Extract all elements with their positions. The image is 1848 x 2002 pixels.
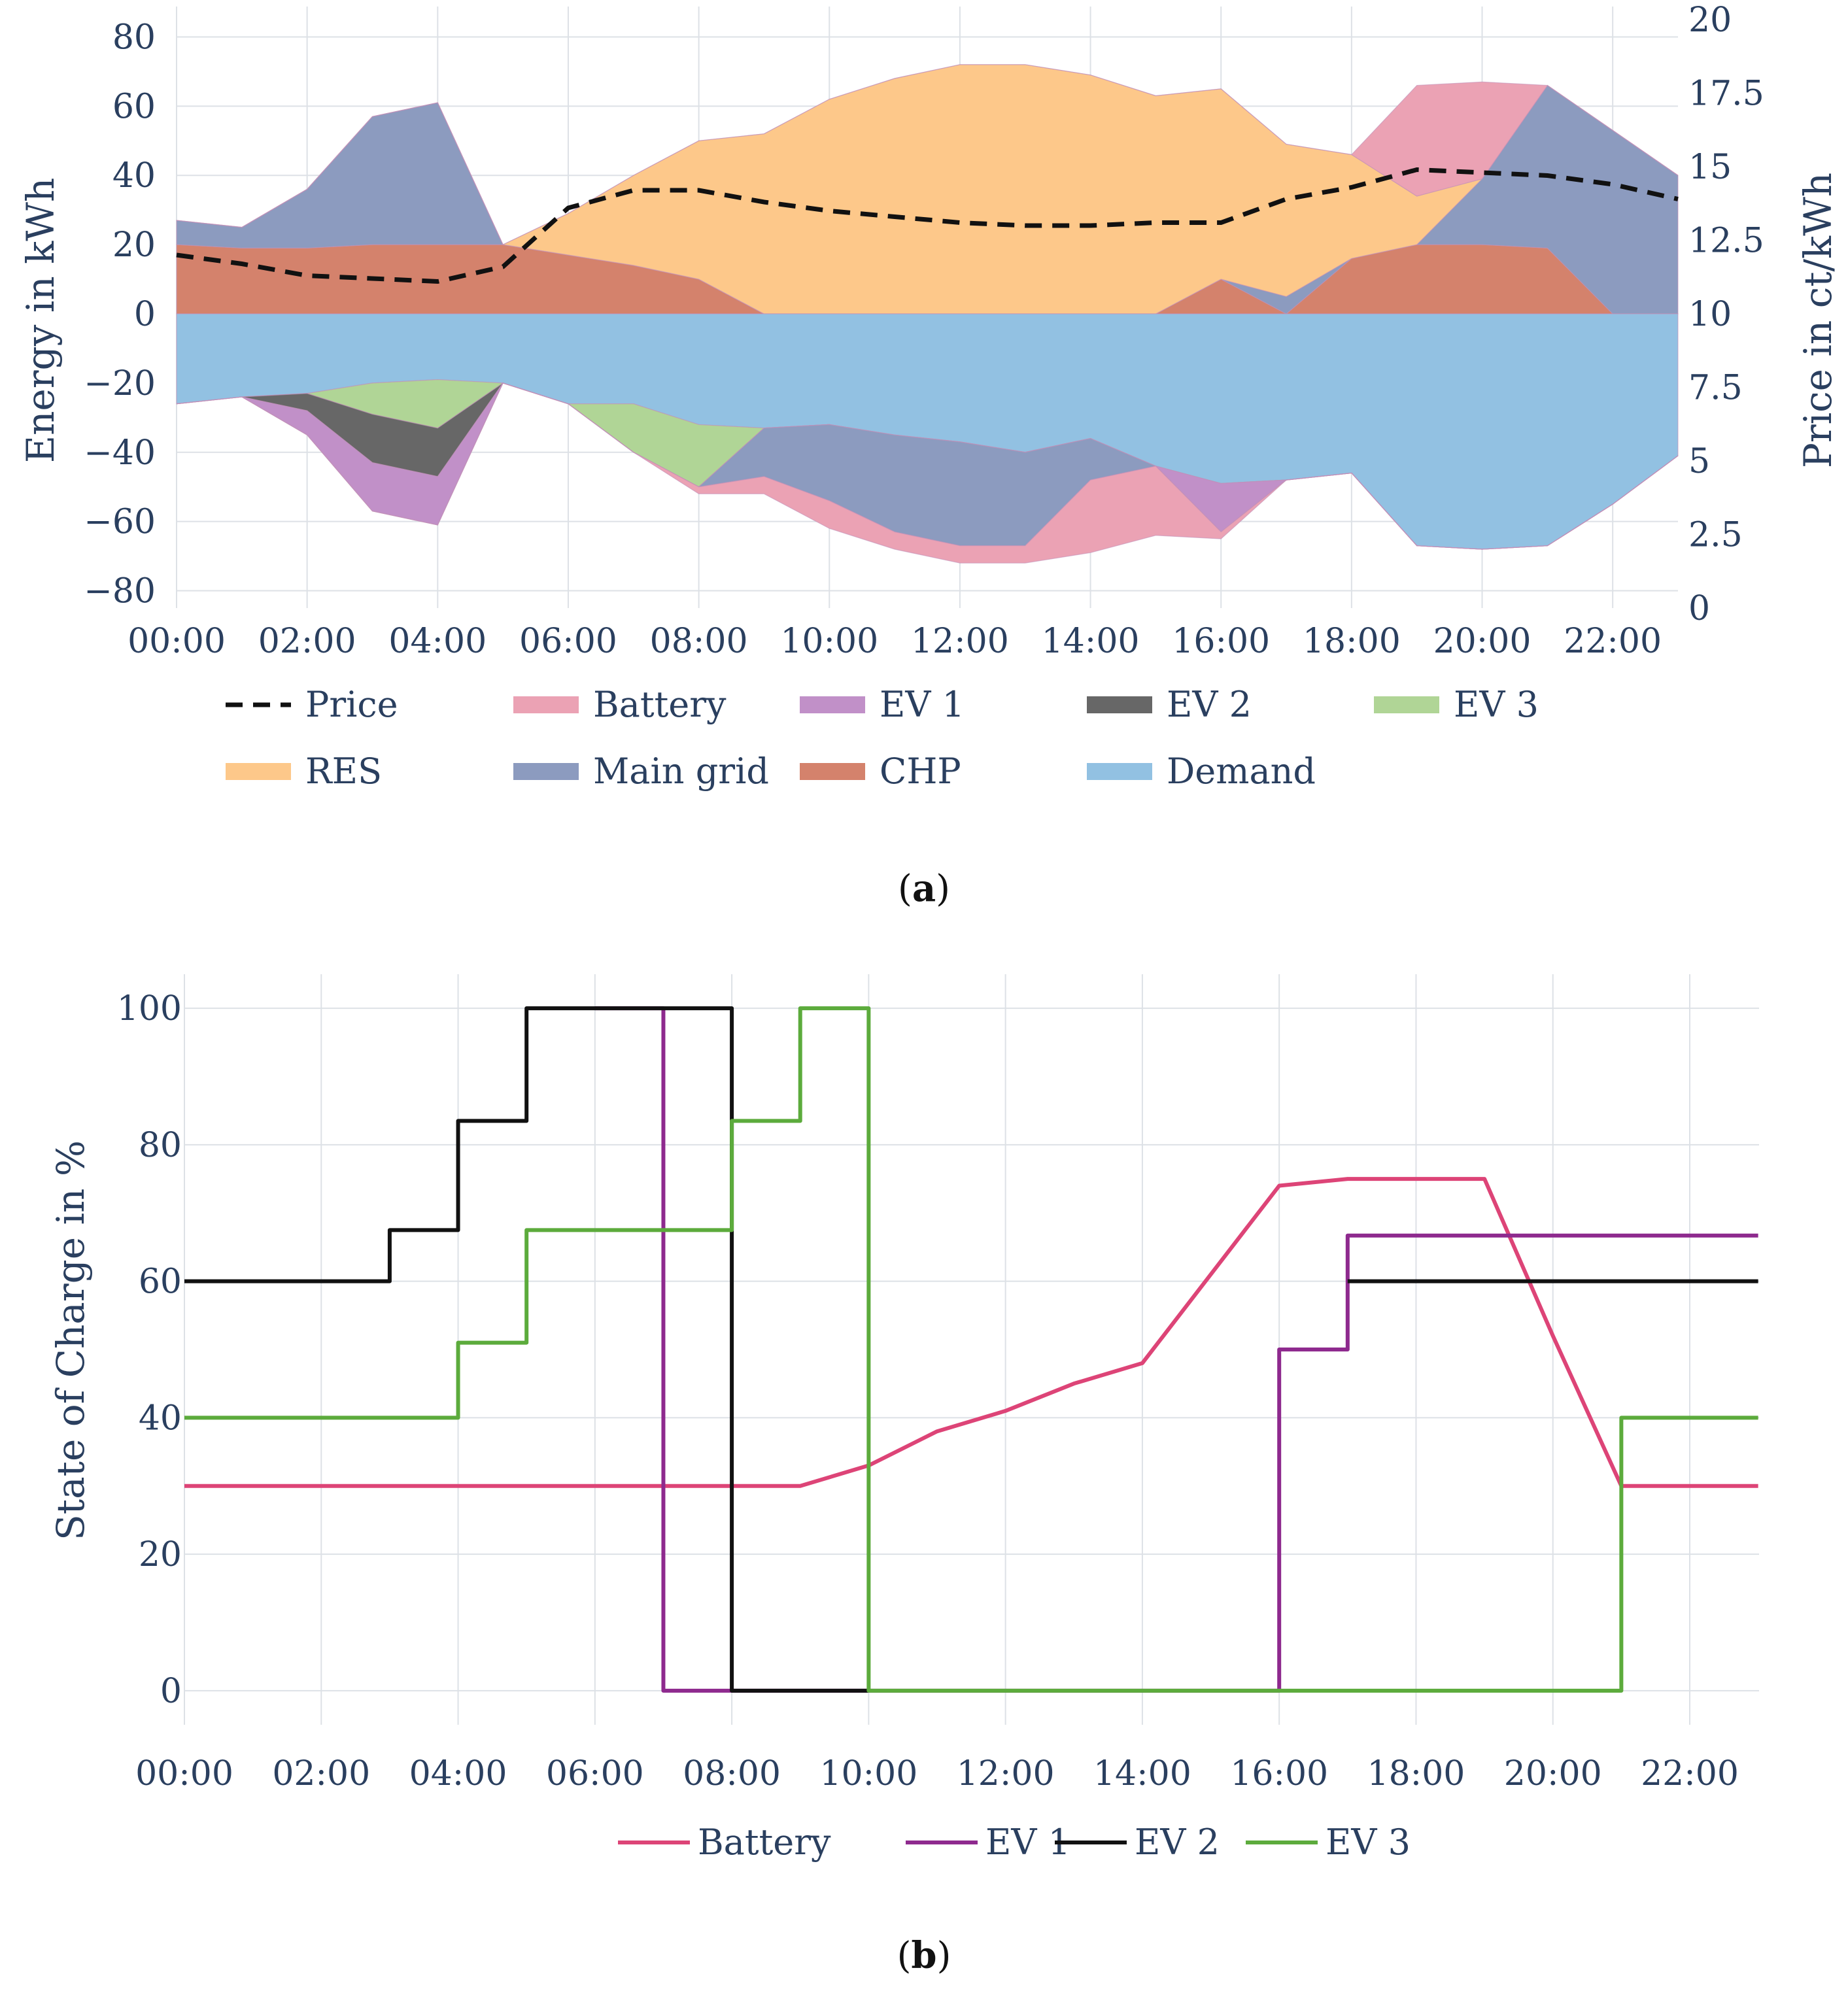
price-y-tick-label: 5 — [1688, 442, 1710, 481]
energy-y-tick-label: 60 — [112, 87, 156, 126]
energy-y-tick-label: 0 — [134, 295, 156, 334]
soc-x-tick-label: 10:00 — [819, 1754, 917, 1793]
battery-soc-line — [184, 1177, 1758, 1488]
legend-res-swatch — [226, 763, 291, 780]
soc-gridlines — [184, 974, 1759, 1725]
soc-x-tick-label: 22:00 — [1641, 1754, 1739, 1793]
price-y-ticks: 20 17.5 15 12.5 10 7.5 5 2.5 0 — [1688, 1, 1764, 628]
soc-x-tick-label: 08:00 — [683, 1754, 781, 1793]
soc-x-tick-label: 14:00 — [1093, 1754, 1191, 1793]
soc-x-tick-label: 02:00 — [272, 1754, 370, 1793]
energy-areas — [176, 64, 1679, 564]
soc-x-tick-label: 04:00 — [409, 1754, 507, 1793]
legend-demand-swatch — [1087, 763, 1152, 780]
soc-y-tick-label: 80 — [139, 1126, 182, 1165]
legend-chp-label: CHP — [880, 751, 961, 792]
soc-y-tick-label: 40 — [139, 1399, 182, 1438]
price-y-tick-label: 15 — [1688, 148, 1732, 187]
energy-y-tick-label: −60 — [84, 503, 156, 542]
soc-y-tick-label: 0 — [160, 1672, 182, 1711]
energy-x-tick-label: 16:00 — [1172, 622, 1270, 661]
ev-3-soc-line — [184, 1006, 1758, 1693]
price-line — [176, 167, 1679, 284]
soc-chart: 100 80 60 40 20 0 00:00 02:00 04:00 06:00 08:00 10… — [48, 974, 1759, 1977]
caption-b: (b) — [897, 1934, 951, 1977]
soc-legend: Battery EV 1 EV 2 EV 3 — [618, 1822, 1411, 1863]
legend-main-grid-label: Main grid — [593, 751, 769, 792]
energy-x-tick-label: 02:00 — [258, 622, 356, 661]
legend-chp-swatch — [800, 763, 865, 780]
energy-y-ticks: 80 60 40 20 0 −20 −40 −60 −80 — [84, 18, 156, 611]
soc-x-tick-label: 18:00 — [1367, 1754, 1465, 1793]
neg-battery-area — [176, 382, 1679, 564]
price-y-tick-label: 20 — [1688, 1, 1732, 40]
soc-y-tick-label: 20 — [139, 1535, 182, 1574]
soc-y-ticks: 100 80 60 40 20 0 — [117, 989, 182, 1711]
soc-x-tick-label: 00:00 — [135, 1754, 233, 1793]
energy-y-tick-label: −80 — [84, 572, 156, 611]
energy-y-tick-label: −40 — [84, 433, 156, 473]
energy-x-tick-label: 14:00 — [1042, 622, 1140, 661]
energy-y-tick-label: 20 — [112, 226, 156, 265]
energy-y-tick-label: 80 — [112, 18, 156, 57]
legend-ev-2-swatch — [1087, 696, 1152, 713]
soc-lines — [184, 1006, 1758, 1693]
soc-x-ticks: 00:00 02:00 04:00 06:00 08:00 10:00 12:00 14:00… — [135, 1754, 1739, 1793]
price-y-tick-label: 17.5 — [1688, 75, 1764, 114]
ev-2-soc-line — [184, 1006, 1758, 1693]
energy-x-tick-label: 04:00 — [388, 622, 487, 661]
energy-y-tick-label: −20 — [84, 364, 156, 403]
energy-legend: Price Battery EV 1 EV 2 EV 3 RES Main grid CHP D… — [226, 684, 1539, 792]
pos-battery-area — [176, 64, 1679, 245]
legend-ev-1-swatch — [800, 696, 865, 713]
ev-1-soc-line — [594, 1006, 1758, 1693]
soc-y-axis-title: State of Charge in % — [48, 1140, 93, 1540]
energy-y-tick-label: 40 — [112, 156, 156, 195]
legend-ev-2-label: EV 2 — [1135, 1822, 1220, 1863]
soc-y-tick-label: 60 — [139, 1263, 182, 1302]
legend-ev-3-swatch — [1374, 696, 1439, 713]
soc-x-tick-label: 20:00 — [1504, 1754, 1602, 1793]
soc-y-tick-label: 100 — [117, 989, 182, 1028]
legend-price-label: Price — [305, 684, 398, 725]
energy-x-tick-label: 06:00 — [519, 622, 617, 661]
soc-x-tick-label: 12:00 — [957, 1754, 1055, 1793]
price-series-line — [176, 167, 1679, 284]
legend-demand-label: Demand — [1167, 751, 1316, 792]
legend-battery-swatch — [513, 696, 579, 713]
price-y-tick-label: 10 — [1688, 295, 1732, 334]
energy-x-tick-label: 10:00 — [780, 622, 878, 661]
price-y-tick-label: 2.5 — [1688, 516, 1743, 555]
legend-battery-label: Battery — [593, 684, 727, 725]
price-y-axis-title: Price in ct/kWh — [1796, 173, 1840, 468]
legend-battery-label: Battery — [698, 1822, 831, 1863]
energy-x-tick-label: 22:00 — [1564, 622, 1662, 661]
legend-ev-3-label: EV 3 — [1454, 684, 1539, 725]
legend-ev-3-label: EV 3 — [1326, 1822, 1411, 1863]
price-y-tick-label: 0 — [1688, 589, 1710, 628]
energy-x-tick-label: 18:00 — [1303, 622, 1401, 661]
energy-x-tick-label: 00:00 — [128, 622, 226, 661]
energy-x-tick-label: 08:00 — [650, 622, 748, 661]
price-y-tick-label: 12.5 — [1688, 222, 1764, 261]
legend-ev-1-label: EV 1 — [880, 684, 965, 725]
caption-a: (a) — [898, 867, 950, 910]
energy-chart: 80 60 40 20 0 −20 −40 −60 −80 20 17.5 15 12.5 10 7.5 5… — [18, 1, 1840, 910]
soc-x-tick-label: 06:00 — [546, 1754, 644, 1793]
legend-res-label: RES — [305, 751, 382, 792]
soc-x-tick-label: 16:00 — [1230, 1754, 1328, 1793]
price-y-tick-label: 7.5 — [1688, 369, 1743, 408]
legend-main-grid-swatch — [513, 763, 579, 780]
energy-y-axis-title: Energy in kWh — [18, 178, 63, 464]
energy-x-ticks: 00:00 02:00 04:00 06:00 08:00 10:00 12:00 14:00… — [128, 622, 1662, 661]
energy-x-tick-label: 20:00 — [1433, 622, 1531, 661]
legend-ev-2-label: EV 2 — [1167, 684, 1252, 725]
energy-x-tick-label: 12:00 — [911, 622, 1009, 661]
